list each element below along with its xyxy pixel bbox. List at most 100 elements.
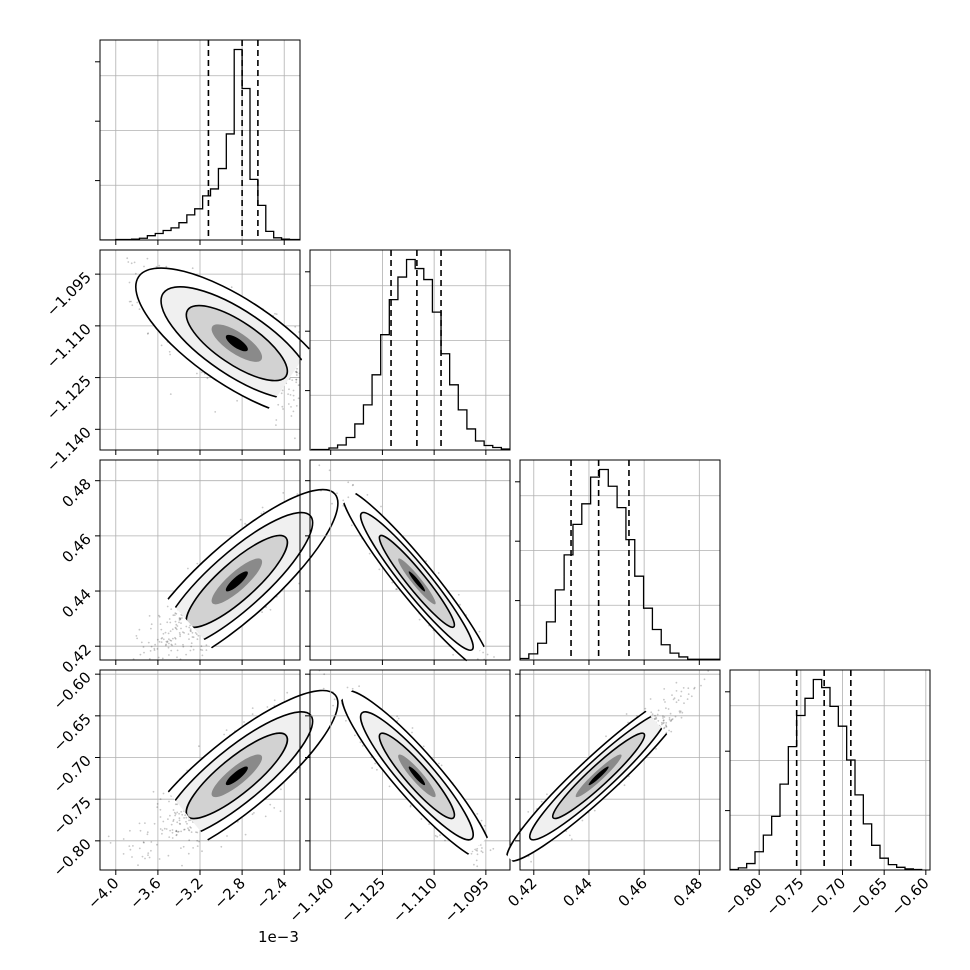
sample-point [178, 822, 181, 825]
sample-point [675, 690, 678, 692]
sample-point [192, 847, 195, 849]
scatter-panel-3-0: −4.0 −3.6 −3.2 −2.8 −2.4−0.80−0.75−0.70−0.65… [50, 668, 349, 913]
sample-point [332, 409, 334, 411]
sample-point [179, 617, 182, 619]
sample-point [174, 636, 176, 639]
sample-point [129, 871, 131, 873]
sample-point [316, 405, 318, 407]
sample-point [320, 402, 322, 404]
sample-point [143, 265, 145, 268]
sample-point [183, 817, 186, 819]
scatter-panel-3-2: 0.42 0.44 0.46 0.48 [485, 669, 721, 910]
sample-point [483, 663, 485, 665]
sample-point [201, 654, 204, 657]
sample-point [269, 803, 272, 806]
sample-point [476, 849, 478, 852]
sample-point [476, 813, 479, 815]
sample-point [306, 379, 308, 381]
sample-point [490, 675, 492, 677]
sample-point [189, 649, 192, 652]
sample-point [122, 879, 124, 881]
sample-point [147, 852, 150, 854]
sample-point [160, 344, 163, 347]
sample-point [313, 429, 315, 431]
sample-point [326, 680, 328, 682]
sample-point [323, 358, 325, 360]
sample-point [324, 571, 326, 573]
sample-point [184, 814, 187, 817]
sample-point [177, 662, 179, 664]
sample-point [436, 835, 439, 838]
sample-point [295, 374, 298, 376]
sample-point [154, 643, 157, 646]
y-tick-label: −0.70 [50, 752, 95, 797]
sample-point [128, 300, 131, 303]
sample-point [168, 800, 170, 803]
sample-point [649, 698, 652, 700]
sample-point [345, 497, 347, 499]
sample-point [396, 588, 398, 590]
sample-point [178, 619, 181, 621]
sample-point [264, 815, 267, 818]
sample-point [428, 823, 430, 825]
sample-point [675, 701, 678, 704]
sample-point [173, 614, 176, 616]
x-tick-label: −3.2 [168, 874, 206, 912]
y-tick-label: −1.125 [43, 372, 95, 424]
sample-point [139, 653, 142, 656]
sample-point [354, 734, 356, 737]
sample-point [351, 484, 354, 487]
sample-point [663, 726, 666, 729]
sample-point [346, 686, 349, 689]
sample-point [188, 829, 191, 832]
sample-point [287, 393, 289, 395]
sample-point [275, 424, 277, 426]
sample-point [490, 671, 492, 673]
sample-point [161, 829, 164, 832]
sample-point [338, 692, 340, 694]
sample-point [476, 853, 479, 856]
sample-point [261, 506, 264, 509]
sample-point [476, 664, 478, 666]
sample-point [230, 286, 233, 289]
sample-point [513, 871, 515, 873]
sample-point [169, 353, 172, 356]
sample-point [670, 730, 673, 733]
sample-point [293, 399, 295, 401]
sample-point [146, 333, 149, 335]
sample-point [475, 859, 478, 862]
sample-point [180, 810, 183, 813]
sample-point [175, 830, 178, 833]
sample-point [325, 381, 327, 383]
sample-point [124, 671, 126, 673]
sample-point [485, 877, 487, 879]
sample-point [334, 531, 336, 533]
sample-point [180, 622, 182, 624]
sample-point [342, 493, 344, 495]
sample-point [128, 281, 131, 284]
sample-point [318, 384, 320, 386]
sample-point [295, 370, 298, 373]
sample-point [373, 466, 375, 468]
sample-point [194, 632, 197, 634]
sample-point [325, 391, 327, 393]
sample-point [530, 860, 532, 863]
sample-point [199, 648, 202, 651]
sample-point [192, 648, 195, 651]
sample-point [138, 628, 141, 631]
sample-point [155, 265, 158, 268]
sample-point [302, 676, 304, 678]
sample-point [148, 658, 151, 660]
sample-point [153, 822, 156, 825]
sample-point [158, 264, 161, 267]
sample-point [147, 641, 150, 644]
sample-point [180, 627, 182, 630]
sample-point [174, 626, 177, 629]
sample-point [175, 627, 177, 630]
x-tick-label: −4.0 [84, 874, 122, 912]
sample-point [347, 735, 349, 737]
sample-point [391, 581, 394, 584]
sample-point [336, 698, 338, 701]
panel-frame [309, 249, 511, 451]
sample-point [177, 830, 180, 833]
